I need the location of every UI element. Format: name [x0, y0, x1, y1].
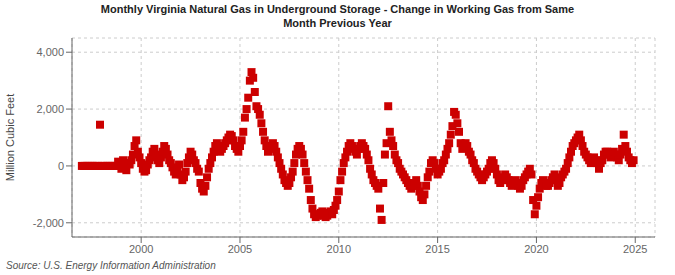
- svg-text:2025: 2025: [623, 243, 647, 255]
- svg-text:2,000: 2,000: [36, 103, 64, 115]
- svg-text:-2,000: -2,000: [33, 217, 64, 229]
- html-text:Month Previous Year: Month Previous Year: [283, 17, 392, 29]
- svg-text:4,000: 4,000: [36, 46, 64, 58]
- html-text:Source: U.S. Energy Informatio: Source: U.S. Energy Information Administ…: [6, 260, 216, 271]
- svg-text:2020: 2020: [524, 243, 548, 255]
- svg-text:2005: 2005: [228, 243, 252, 255]
- svg-text:Million Cubic Feet: Million Cubic Feet: [8, 94, 16, 181]
- svg-text:2010: 2010: [327, 243, 351, 255]
- svg-text:0: 0: [58, 160, 64, 172]
- svg-text:2000: 2000: [129, 243, 153, 255]
- html-text:Monthly Virginia Natural Gas i: Monthly Virginia Natural Gas in Undergro…: [100, 3, 575, 15]
- svg-text:2015: 2015: [425, 243, 449, 255]
